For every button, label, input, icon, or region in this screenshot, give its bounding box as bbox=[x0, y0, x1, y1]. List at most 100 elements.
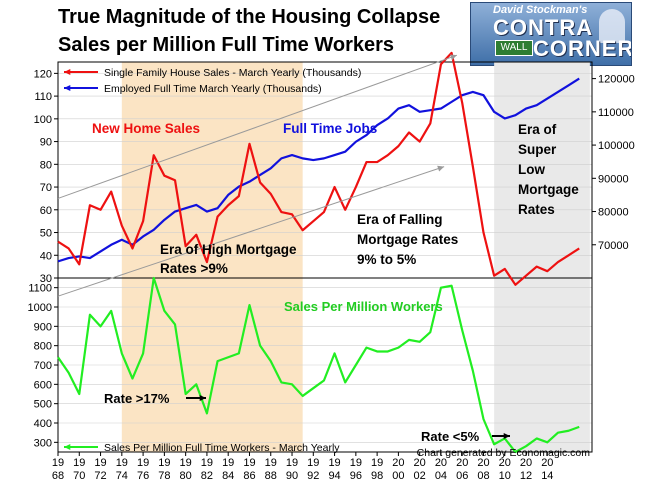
y-tick-label-right: 100000 bbox=[598, 140, 635, 152]
arrow-rate-5-head bbox=[503, 432, 510, 440]
x-tick-label-century: 19 bbox=[73, 457, 85, 469]
x-tick-label-century: 19 bbox=[137, 457, 149, 469]
x-tick-label-year: 74 bbox=[116, 470, 128, 482]
x-tick-label-year: 78 bbox=[158, 470, 170, 482]
x-tick-label-year: 86 bbox=[243, 470, 255, 482]
annotation-rate-below-5: Rate <5% bbox=[421, 429, 480, 444]
y-tick-label-left: 50 bbox=[40, 228, 52, 240]
annotation-rate-above-17: Rate >17% bbox=[104, 391, 170, 406]
annotation-era-super-low-2: Super bbox=[518, 142, 557, 157]
y-tick-label-right: 70000 bbox=[598, 240, 629, 252]
y-tick-label-left: 30 bbox=[40, 273, 52, 285]
y-tick-label-right: 90000 bbox=[598, 173, 629, 185]
x-tick-label-century: 19 bbox=[328, 457, 340, 469]
x-tick-label-century: 19 bbox=[243, 457, 255, 469]
x-tick-label-year: 70 bbox=[73, 470, 85, 482]
plot-frame bbox=[57, 61, 593, 453]
annotation-era-super-low-1: Era of bbox=[518, 122, 557, 137]
x-tick-label-century: 19 bbox=[222, 457, 234, 469]
x-tick-label-century: 19 bbox=[94, 457, 106, 469]
x-tick-label-year: 82 bbox=[201, 470, 213, 482]
annotation-era-super-low-5: Rates bbox=[518, 202, 555, 217]
x-tick-label-century: 20 bbox=[477, 457, 489, 469]
annotation-era-super-low-4: Mortgage bbox=[518, 182, 579, 197]
annotation-era-falling-line3: 9% to 5% bbox=[357, 252, 416, 267]
x-tick-label-year: 84 bbox=[222, 470, 234, 482]
y-tick-label-left: 80 bbox=[40, 159, 52, 171]
y-tick-label-bottom: 1100 bbox=[28, 283, 52, 295]
x-tick-label-year: 00 bbox=[392, 470, 404, 482]
y-tick-label-left: 110 bbox=[34, 91, 52, 103]
y-tick-label-bottom: 800 bbox=[34, 341, 52, 353]
series-house-sales bbox=[57, 51, 580, 286]
contra-corner-logo: David Stockman's CONTRA WALL CORNER bbox=[470, 2, 632, 66]
y-tick-label-bottom: 1000 bbox=[28, 302, 52, 314]
annotation-era-high-line2: Rates >9% bbox=[160, 261, 228, 276]
x-tick-label-century: 19 bbox=[307, 457, 319, 469]
shade-super-low-era bbox=[494, 62, 590, 452]
series-sales-per-million bbox=[57, 276, 580, 454]
x-tick-label-century: 19 bbox=[201, 457, 213, 469]
x-tick-label-year: 92 bbox=[307, 470, 319, 482]
x-tick-label-century: 19 bbox=[52, 457, 64, 469]
trend-arrow-upper-head bbox=[449, 54, 457, 61]
trend-arrow-lower bbox=[57, 166, 445, 297]
x-tick-label-century: 20 bbox=[520, 457, 532, 469]
x-tick-label-century: 20 bbox=[499, 457, 511, 469]
x-tick-label-century: 20 bbox=[414, 457, 426, 469]
annotation-era-falling-line1: Era of Falling bbox=[357, 212, 443, 227]
annotation-era-super-low-3: Low bbox=[518, 162, 545, 177]
x-tick-label-year: 10 bbox=[499, 470, 511, 482]
x-tick-label-century: 19 bbox=[158, 457, 170, 469]
y-tick-label-left: 120 bbox=[34, 68, 52, 80]
x-tick-label-century: 19 bbox=[350, 457, 362, 469]
chart-title-line2: Sales per Million Full Time Workers bbox=[58, 34, 395, 56]
y-tick-label-bottom: 500 bbox=[34, 399, 52, 411]
annotation-full-time-jobs: Full Time Jobs bbox=[283, 121, 377, 136]
annotation-era-falling-line2: Mortgage Rates bbox=[357, 232, 458, 247]
trend-arrow-upper bbox=[57, 54, 458, 199]
x-tick-label-year: 90 bbox=[286, 470, 298, 482]
x-tick-label-year: 02 bbox=[414, 470, 426, 482]
x-tick-label-year: 68 bbox=[52, 470, 64, 482]
capitol-dome-icon bbox=[599, 9, 625, 43]
y-tick-label-right: 110000 bbox=[598, 107, 634, 119]
logo-word-corner: CORNER bbox=[533, 36, 632, 61]
legend-sales-per-million: Sales Per Million Full Time Workers - Ma… bbox=[104, 442, 340, 454]
chart-credit: Chart generated by Economagic.com bbox=[417, 447, 591, 459]
logo-byline: David Stockman's bbox=[493, 4, 588, 16]
y-tick-label-bottom: 600 bbox=[34, 379, 52, 391]
x-tick-label-century: 19 bbox=[116, 457, 128, 469]
x-tick-label-year: 12 bbox=[520, 470, 532, 482]
x-tick-label-year: 76 bbox=[137, 470, 149, 482]
legend-employed-marker-head bbox=[64, 84, 71, 92]
y-tick-label-left: 100 bbox=[34, 114, 52, 126]
y-tick-label-left: 60 bbox=[40, 205, 52, 217]
legend-house-sales: Single Family House Sales - March Yearly… bbox=[104, 67, 361, 79]
series-employed-full-time bbox=[57, 77, 580, 263]
y-tick-label-bottom: 300 bbox=[34, 437, 52, 449]
legend-employed: Employed Full Time March Yearly (Thousan… bbox=[104, 83, 322, 95]
x-tick-label-century: 19 bbox=[180, 457, 192, 469]
x-tick-label-year: 72 bbox=[94, 470, 106, 482]
x-tick-label-century: 19 bbox=[265, 457, 277, 469]
x-tick-label-year: 98 bbox=[371, 470, 383, 482]
annotation-sales-per-million: Sales Per Million Workers bbox=[284, 299, 443, 314]
x-tick-label-century: 20 bbox=[435, 457, 447, 469]
x-tick-label-year: 14 bbox=[541, 470, 553, 482]
wall-street-sign: WALL bbox=[495, 40, 533, 56]
y-tick-label-left: 40 bbox=[40, 250, 52, 262]
x-tick-label-century: 19 bbox=[371, 457, 383, 469]
trend-arrow-lower-head bbox=[437, 165, 445, 172]
x-tick-label-year: 04 bbox=[435, 470, 447, 482]
legend-house-sales-marker-head bbox=[64, 68, 71, 76]
y-tick-label-left: 70 bbox=[40, 182, 52, 194]
x-tick-label-century: 19 bbox=[286, 457, 298, 469]
x-tick-label-century: 20 bbox=[456, 457, 468, 469]
legend-sales-per-million-marker-head bbox=[64, 443, 71, 451]
annotation-new-home-sales: New Home Sales bbox=[92, 121, 200, 136]
arrow-rate-17-head bbox=[199, 394, 206, 402]
y-tick-label-bottom: 700 bbox=[34, 360, 52, 372]
chart-title-line1: True Magnitude of the Housing Collapse bbox=[58, 6, 441, 28]
